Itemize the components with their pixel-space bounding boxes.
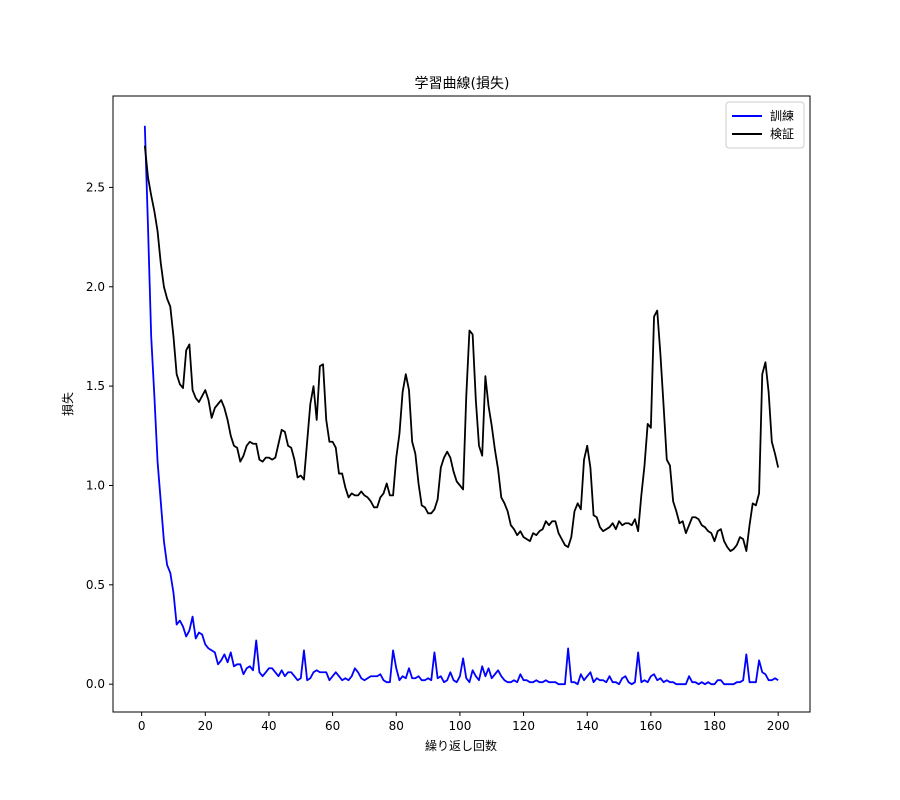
train-loss-line xyxy=(143,125,779,686)
validation-loss-line xyxy=(143,145,780,552)
y-tick-label: 0.0 xyxy=(86,677,105,691)
legend: 訓練 検証 xyxy=(725,101,805,149)
x-tick-label: 180 xyxy=(703,719,726,733)
x-tick-label: 160 xyxy=(639,719,662,733)
y-tick-label: 1.0 xyxy=(86,478,105,492)
chart-title: 学習曲線(損失) xyxy=(415,76,510,92)
y-tick-label: 1.5 xyxy=(86,379,105,393)
x-axis-ticks: 0 20 40 60 80 100 120 140 160 180 200 xyxy=(138,712,790,733)
x-axis-label: 繰り返し回数 xyxy=(425,738,497,753)
x-tick-label: 40 xyxy=(261,719,276,733)
y-tick-label: 2.5 xyxy=(86,180,105,194)
x-tick-label: 0 xyxy=(138,719,146,733)
x-tick-label: 120 xyxy=(512,719,535,733)
x-tick-label: 60 xyxy=(325,719,340,733)
x-tick-label: 20 xyxy=(198,719,213,733)
x-tick-label: 100 xyxy=(448,719,471,733)
y-tick-label: 2.0 xyxy=(86,280,105,294)
x-tick-label: 80 xyxy=(389,719,404,733)
y-axis-label: 損失 xyxy=(60,392,75,416)
legend-label-train: 訓練 xyxy=(770,108,794,123)
legend-label-validation: 検証 xyxy=(770,127,794,141)
series-layer xyxy=(143,125,780,686)
x-tick-label: 200 xyxy=(767,719,790,733)
y-axis-ticks: 0.0 0.5 1.0 1.5 2.0 2.5 xyxy=(86,180,113,691)
x-tick-label: 140 xyxy=(576,719,599,733)
y-tick-label: 0.5 xyxy=(86,578,105,592)
legend-box xyxy=(725,101,805,149)
plot-area-frame xyxy=(112,95,811,713)
